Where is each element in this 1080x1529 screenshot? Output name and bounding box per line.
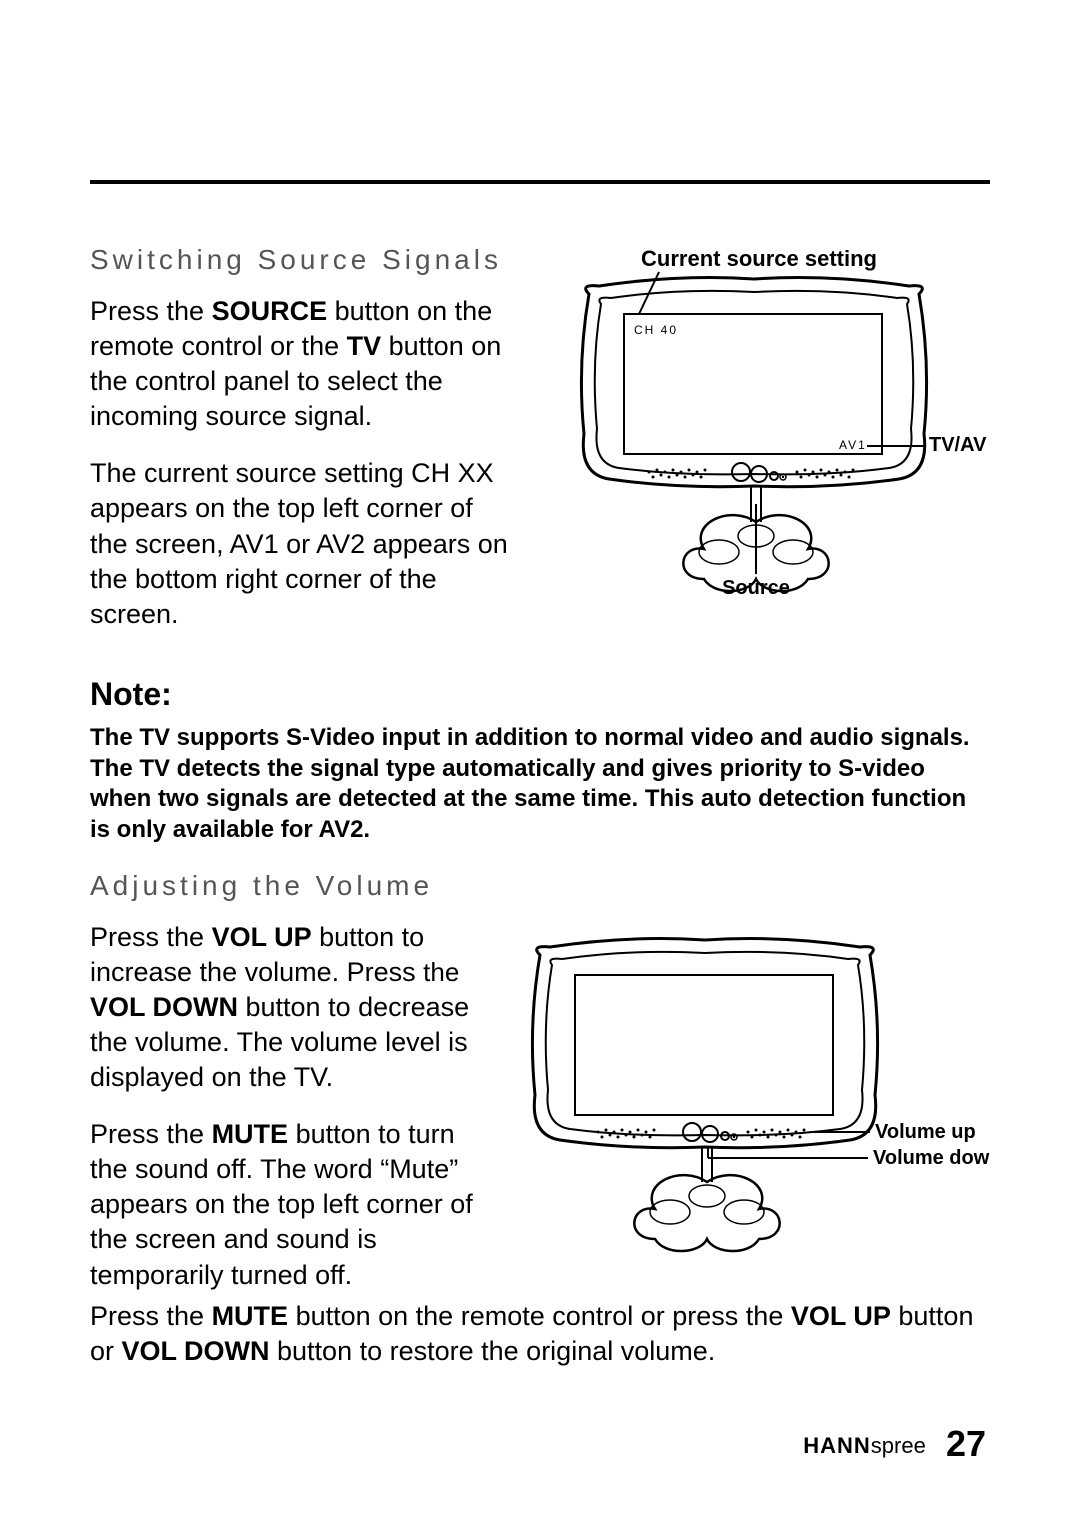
note-body: The TV supports S-Video input in additio… [90, 723, 990, 846]
para-source-1: Press the SOURCE button on the remote co… [90, 294, 517, 434]
fig1-onscreen-ch: CH 40 [634, 323, 678, 337]
para-vol-1: Press the VOL UP button to increase the … [90, 920, 480, 1095]
para-source-2: The current source setting CH XX appears… [90, 456, 517, 631]
para-vol-3: Press the MUTE button on the remote cont… [90, 1299, 990, 1369]
horizontal-rule [90, 180, 990, 184]
fig2-label-voldown: Volume down [873, 1147, 990, 1169]
page-number: 27 [946, 1423, 986, 1464]
fig2-label-volup: Volume up [875, 1121, 976, 1143]
brand-bold: HANN [803, 1433, 871, 1458]
section-title-volume: Adjusting the Volume [90, 870, 990, 902]
fig1-label-right: TV/AV [929, 434, 987, 456]
page-footer: HANNspree 27 [803, 1423, 986, 1465]
section-title-switching: Switching Source Signals [90, 244, 517, 276]
note-heading: Note: [90, 676, 990, 713]
tv-diagram-volume: Volume up Volume down [490, 920, 990, 1260]
fig1-label-top: Current source setting [641, 246, 877, 271]
brand-rest: spree [871, 1433, 926, 1458]
para-vol-2: Press the MUTE button to turn the sound … [90, 1117, 480, 1292]
tv-diagram-source: Current source setting CH 40 AV1 TV/AV [529, 244, 989, 624]
fig1-onscreen-av: AV1 [839, 438, 867, 452]
